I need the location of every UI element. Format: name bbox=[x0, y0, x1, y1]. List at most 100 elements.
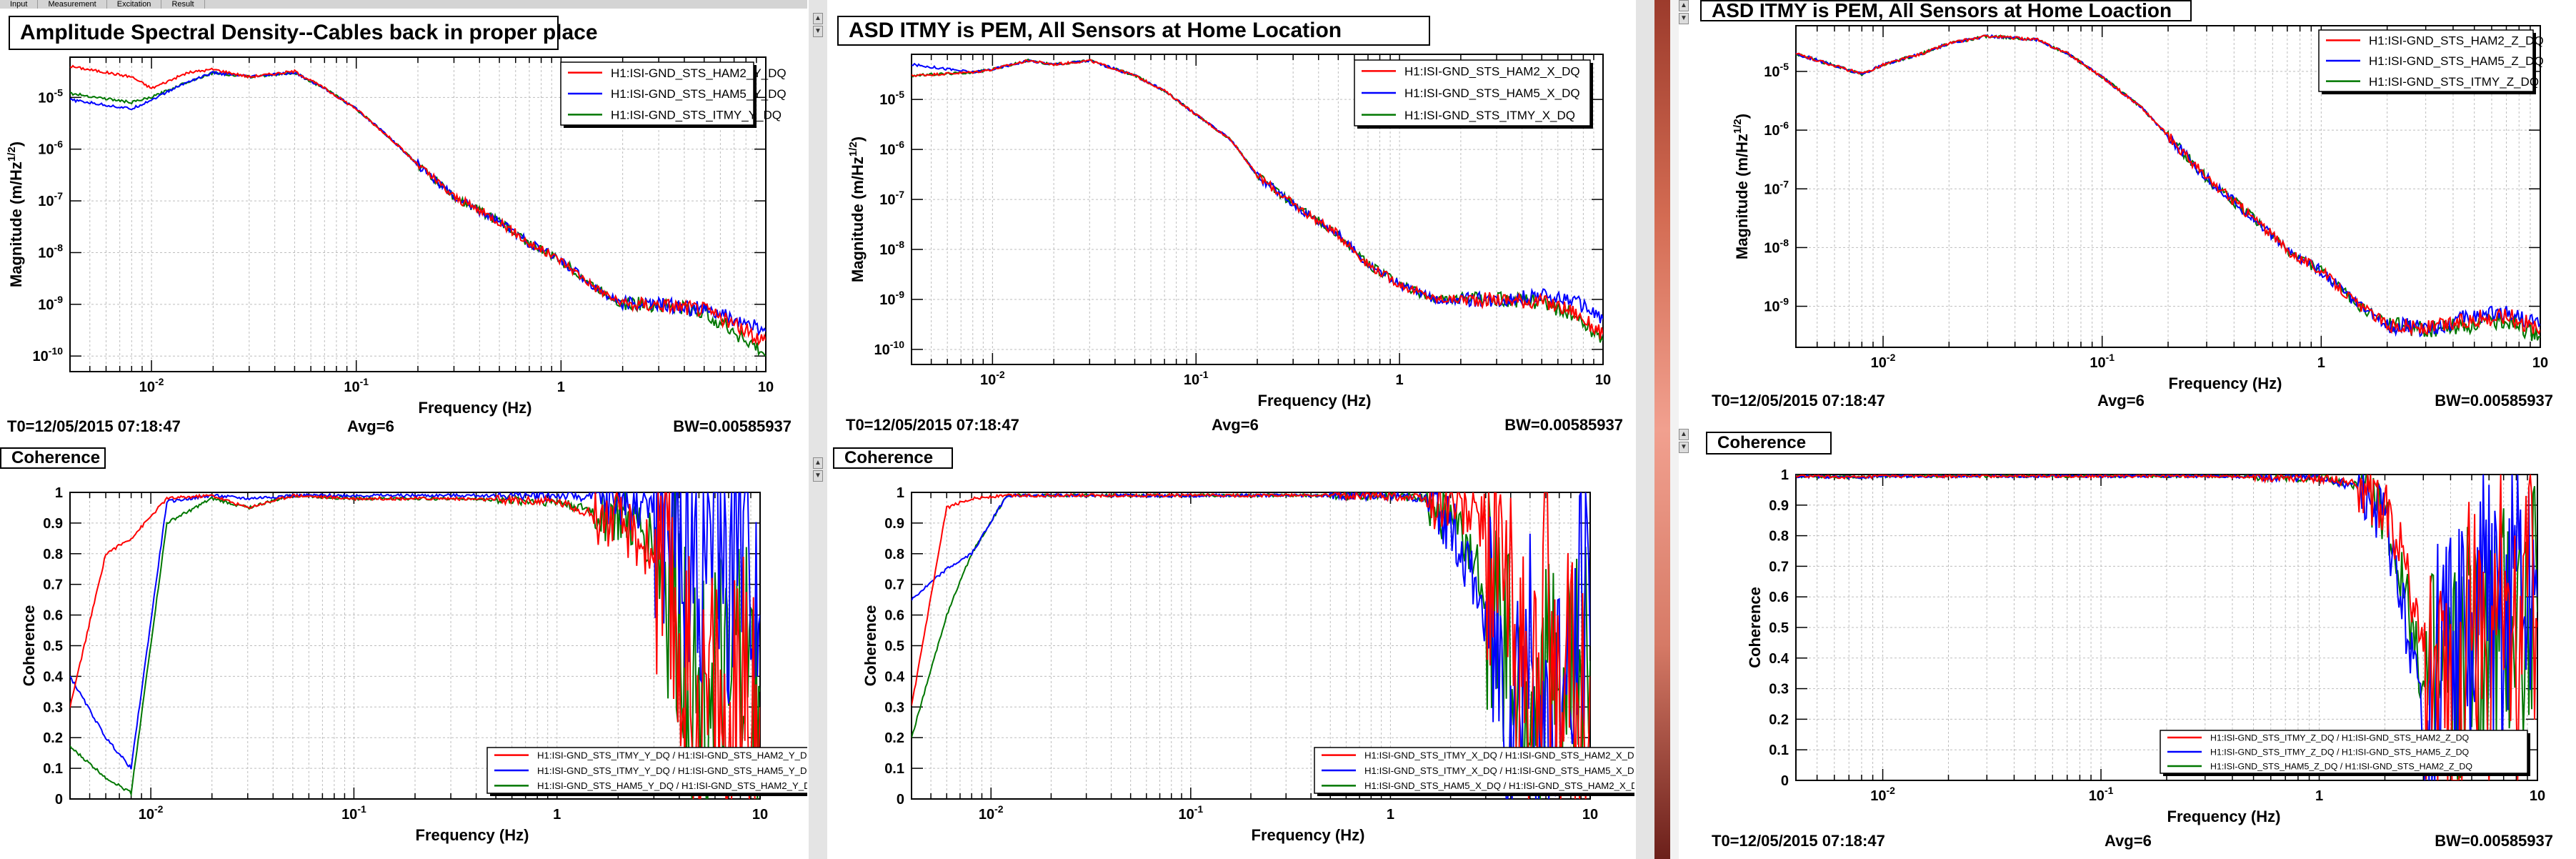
y-tick-label: 10-8 bbox=[879, 239, 904, 258]
legend: H1:ISI-GND_STS_HAM2_X_DQ H1:ISI-GND_STS_H… bbox=[1354, 59, 1593, 129]
asd-panel-1: Amplitude Spectral Density--Cables back … bbox=[0, 9, 807, 445]
x-tick-label: 1 bbox=[2315, 788, 2323, 804]
y-tick-label: 10-7 bbox=[879, 189, 904, 208]
x-tick-label: 10-1 bbox=[344, 376, 369, 395]
asd-panel-3: ASD ITMY is PEM, All Sensors at Home Loa… bbox=[1690, 0, 2576, 429]
y-tick-label: 10-6 bbox=[38, 139, 63, 158]
y-tick-label: 10-9 bbox=[1764, 296, 1789, 315]
tab-strip: Input Measurement Excitation Result bbox=[0, 0, 807, 9]
chart-title: ASD ITMY is PEM, All Sensors at Home Loc… bbox=[837, 16, 1430, 46]
y-tick-label: 0.6 bbox=[1769, 590, 1789, 605]
scroll-up-icon[interactable]: ▲ bbox=[813, 457, 823, 469]
x-tick-label: 1 bbox=[1396, 372, 1404, 388]
window-separator-right bbox=[1636, 0, 1654, 859]
scroll-up-icon[interactable]: ▲ bbox=[1679, 0, 1689, 11]
legend-entry: H1:ISI-GND_STS_HAM5_X_DQ bbox=[1404, 86, 1580, 100]
y-tick-label: 10-5 bbox=[1764, 61, 1789, 80]
legend: H1:ISI-GND_STS_HAM2_Y_DQ H1:ISI-GND_STS_H… bbox=[560, 61, 787, 128]
chart-svg-coh1: 10-2 10-1 1 10 0 0.1 0.2 0.3 0.4 0.5 0.6 0.7 0.8 0.9 1… bbox=[20, 485, 807, 844]
y-tick-label: 0 bbox=[897, 792, 904, 808]
chart-title: Coherence bbox=[0, 447, 106, 469]
legend: H1:ISI-GND_STS_ITMY_Y_DQ / H1:ISI-GND_ST… bbox=[486, 747, 807, 796]
desktop-background-strip bbox=[1654, 0, 1670, 859]
y-tick-label: 0.6 bbox=[43, 608, 63, 624]
tab-input[interactable]: Input bbox=[0, 0, 39, 9]
y-tick-label: 10-7 bbox=[1764, 178, 1789, 197]
x-tick-label: 10-2 bbox=[139, 803, 164, 823]
scroll-down-icon[interactable]: ▼ bbox=[813, 26, 823, 37]
legend-entry: H1:ISI-GND_STS_ITMY_X_DQ / H1:ISI-GND_ST… bbox=[1364, 750, 1634, 760]
y-axis-label: Magnitude (m/Hz1/2) bbox=[1732, 114, 1751, 259]
y-tick-label: 10-9 bbox=[879, 289, 904, 308]
series-line-1 bbox=[1796, 34, 2540, 337]
x-tick-label: 10-1 bbox=[1178, 803, 1203, 823]
y-tick-label: 0.8 bbox=[43, 547, 63, 562]
tab-excitation[interactable]: Excitation bbox=[107, 0, 162, 9]
x-tick-label: 1 bbox=[1387, 807, 1394, 823]
footer-bw: BW=0.00585937 bbox=[673, 417, 792, 435]
y-tick-label: 10-9 bbox=[38, 294, 63, 313]
footer-t0: T0=12/05/2015 07:18:47 bbox=[846, 416, 1019, 434]
y-tick-label: 0.4 bbox=[43, 669, 64, 685]
legend-entry: H1:ISI-GND_STS_ITMY_X_DQ bbox=[1404, 109, 1575, 122]
y-tick-label: 10-10 bbox=[874, 339, 905, 358]
legend-entry: H1:ISI-GND_STS_HAM2_Z_DQ bbox=[2369, 34, 2544, 47]
y-tick-label: 0.8 bbox=[1769, 529, 1789, 545]
chart-svg-asd1: 10-2 10-1 1 10 10-10 10-9 10-8 10-7 10-6 10-5 Freq… bbox=[6, 56, 787, 417]
x-tick-label: 10 bbox=[752, 807, 768, 823]
legend-entry: H1:ISI-GND_STS_ITMY_Z_DQ / H1:ISI-GND_ST… bbox=[2210, 733, 2470, 743]
y-tick-label: 0 bbox=[1781, 773, 1789, 789]
y-tick-label: 0.5 bbox=[884, 639, 904, 655]
y-tick-label: 0.3 bbox=[1769, 682, 1789, 697]
coherence-panel-3: Coherence 10-2 10-1 1 10 0 0.1 0.2 0.3 0.4 0.5 0.6 0… bbox=[1690, 432, 2576, 859]
chart-title: Coherence bbox=[833, 447, 953, 469]
legend-entry: H1:ISI-GND_STS_ITMY_Z_DQ / H1:ISI-GND_ST… bbox=[2210, 747, 2470, 757]
y-tick-label: 0.4 bbox=[884, 669, 905, 685]
x-tick-label: 1 bbox=[553, 807, 561, 823]
chart-svg-coh2: 10-2 10-1 1 10 0 0.1 0.2 0.3 0.4 0.5 0.6 0.7 0.8 0.9 1… bbox=[862, 485, 1634, 844]
y-tick-label: 1 bbox=[1781, 467, 1789, 483]
x-tick-label: 10-1 bbox=[2090, 352, 2115, 371]
legend-entry: H1:ISI-GND_STS_ITMY_Y_DQ / H1:ISI-GND_ST… bbox=[537, 765, 807, 776]
x-axis-label: Frequency (Hz) bbox=[419, 399, 532, 417]
y-tick-label: 0.9 bbox=[1769, 498, 1789, 514]
y-tick-label: 0.6 bbox=[884, 608, 904, 624]
legend-entry: H1:ISI-GND_STS_ITMY_Y_DQ bbox=[611, 108, 782, 121]
legend: H1:ISI-GND_STS_ITMY_X_DQ / H1:ISI-GND_ST… bbox=[1314, 747, 1634, 796]
y-tick-label: 0.1 bbox=[1769, 743, 1789, 758]
tab-result[interactable]: Result bbox=[161, 0, 205, 9]
legend-entry: H1:ISI-GND_STS_HAM5_Y_DQ bbox=[611, 87, 787, 101]
legend-entry: H1:ISI-GND_STS_HAM2_X_DQ bbox=[1404, 64, 1580, 78]
y-tick-label: 0 bbox=[55, 792, 63, 808]
scroll-down-icon[interactable]: ▼ bbox=[1679, 442, 1689, 453]
y-axis-label: Magnitude (m/Hz1/2) bbox=[6, 141, 25, 287]
footer-t0: T0=12/05/2015 07:18:47 bbox=[1712, 832, 1885, 850]
x-tick-label: 10 bbox=[1582, 807, 1598, 823]
y-axis-label: Coherence bbox=[1746, 587, 1764, 668]
y-tick-label: 0.3 bbox=[884, 700, 904, 715]
x-tick-label: 10-1 bbox=[1184, 369, 1209, 388]
y-tick-label: 0.7 bbox=[1769, 559, 1789, 575]
scroll-down-icon[interactable]: ▼ bbox=[1679, 13, 1689, 24]
y-axis-label: Coherence bbox=[862, 605, 879, 687]
tab-measurement[interactable]: Measurement bbox=[38, 0, 107, 9]
footer-avg: Avg=6 bbox=[347, 417, 394, 435]
scroll-up-icon[interactable]: ▲ bbox=[1679, 429, 1689, 440]
scroll-down-icon[interactable]: ▼ bbox=[813, 470, 823, 482]
x-tick-label: 10 bbox=[2530, 788, 2545, 804]
footer-avg: Avg=6 bbox=[2105, 832, 2152, 850]
legend-entry: H1:ISI-GND_STS_ITMY_Y_DQ / H1:ISI-GND_ST… bbox=[537, 750, 807, 760]
x-tick-label: 10-1 bbox=[2089, 785, 2114, 804]
x-axis-label: Frequency (Hz) bbox=[2169, 374, 2282, 392]
x-tick-label: 10-2 bbox=[1871, 352, 1896, 371]
ticks bbox=[911, 54, 1604, 364]
y-tick-label: 0.5 bbox=[43, 639, 63, 655]
series-line-1 bbox=[912, 59, 1603, 339]
series-line-1 bbox=[70, 64, 766, 347]
x-tick-label: 10-2 bbox=[139, 376, 164, 395]
y-tick-label: 0.8 bbox=[884, 547, 904, 562]
y-tick-label: 1 bbox=[55, 485, 63, 501]
scroll-up-icon[interactable]: ▲ bbox=[813, 13, 823, 24]
legend-entry: H1:ISI-GND_STS_HAM2_Y_DQ bbox=[611, 66, 787, 80]
coherence-panel-1: Coherence 10-2 10-1 1 10 0 0.1 0.2 0.3 0.4 0.5 0.6 0… bbox=[0, 447, 807, 859]
